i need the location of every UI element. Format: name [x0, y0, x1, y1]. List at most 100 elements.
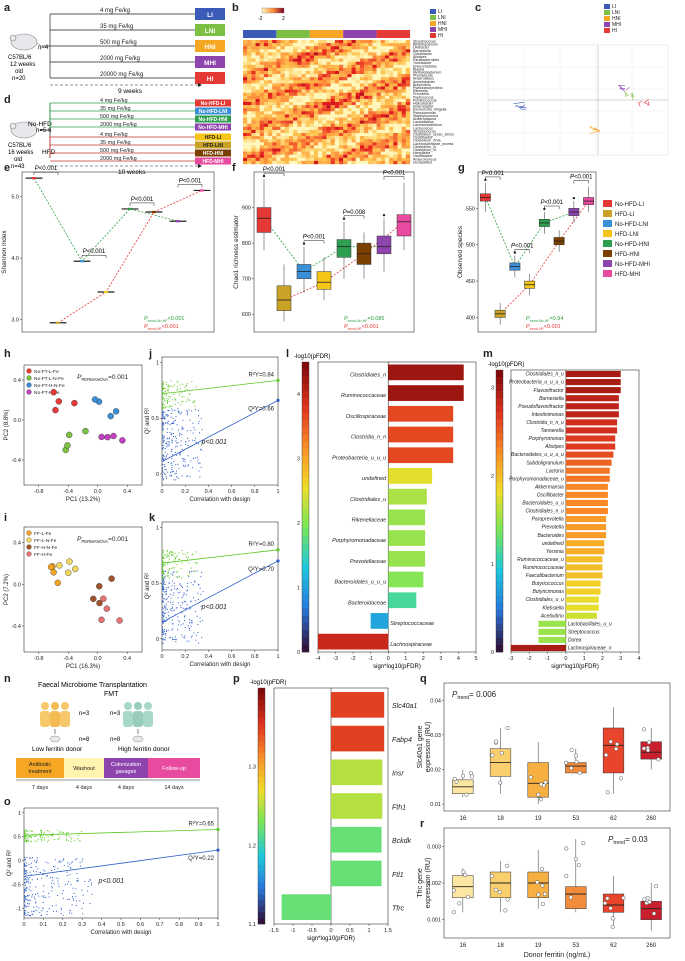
b-heat-cell: [305, 139, 310, 143]
panel-k-r2-perm: [162, 557, 164, 559]
panel-o-q2-perm: [41, 910, 43, 912]
panel-o-q2-perm: [24, 904, 26, 906]
panel-k-q2-perm: [162, 633, 164, 635]
b-heat-cell: [280, 95, 285, 100]
panel-l-colorbar-cell: [302, 572, 309, 580]
panel-l-colorbar-cell: [302, 528, 309, 537]
b-heat-cell: [397, 40, 402, 44]
b-heat-cell: [401, 139, 407, 143]
panel-o-q2-perm: [29, 866, 31, 868]
b-taxon-label: Turicibacter: [413, 61, 432, 65]
b-heat-cell: [301, 86, 306, 90]
panel-k-xtick-label: 0.6: [228, 654, 236, 660]
b-heat-cell: [347, 142, 352, 146]
b-heat-cell: [405, 83, 411, 87]
panel-f-pvalue-val: <0.001: [387, 171, 406, 177]
b-heat-cell: [393, 46, 398, 50]
panel-o-q2-perm: [24, 899, 26, 901]
panel-o-q2-perm: [42, 901, 44, 903]
panel-o-r2-perm: [25, 839, 27, 841]
b-heat-cell: [255, 43, 260, 47]
panel-q-ptrend-val: = 0.006: [469, 690, 496, 699]
b-heat-cell: [251, 40, 256, 44]
panel-j-q2-perm: [197, 443, 199, 445]
panel-k-q2-perm: [173, 571, 175, 573]
panel-h-sample-point: [91, 396, 99, 403]
panel-l-category-label: Rikenellaceae: [352, 518, 387, 524]
panel-o-q2-perm: [35, 901, 37, 903]
panel-k-q2-perm: [162, 599, 164, 601]
b-heat-cell: [397, 120, 402, 124]
panel-q-sample-point: [469, 771, 474, 776]
b-heat-cell: [255, 151, 260, 155]
panel-k-q2-perm: [163, 638, 165, 640]
b-heat-cell: [347, 151, 352, 155]
panel-j-q2-perm: [170, 433, 172, 435]
panel-j-q2-perm: [162, 416, 164, 418]
a-dose-label: 2000 mg Fe/kg: [100, 56, 140, 62]
panel-l-xtick-label: -4: [316, 656, 321, 662]
panel-o-q2-perm: [68, 863, 70, 865]
panel-k-r2-perm: [194, 562, 196, 564]
d-group-label: HFD-LI: [205, 135, 222, 141]
panel-o-q2-perm: [30, 874, 32, 876]
panel-o-q2-perm: [57, 883, 59, 885]
panel-k-q2-perm: [182, 636, 184, 638]
b-heat-cell: [243, 160, 248, 165]
b-heat-cell: [372, 123, 377, 127]
panel-p-colorbar-tick: 1.3: [248, 765, 256, 771]
panel-e-pvalue: P<0.001: [131, 197, 154, 203]
panel-l-colorbar-cell: [302, 630, 309, 638]
b-heat-cell: [301, 67, 306, 72]
b-heat-cell: [280, 117, 285, 121]
panel-j-r2-perm: [167, 385, 169, 387]
b-heat-cell: [351, 123, 356, 127]
b-heat-cell: [372, 114, 377, 118]
b-heat-cell: [364, 133, 369, 137]
panel-o-q2-perm: [81, 860, 83, 862]
b-heat-cell: [305, 154, 310, 158]
b-heat-cell: [368, 142, 373, 146]
panel-m-bar: [565, 548, 605, 555]
b-heat-cell: [276, 126, 281, 131]
panel-o-q2-perm: [69, 867, 71, 869]
b-heat-cell: [351, 133, 356, 137]
panel-m-colorbar-cell: [496, 384, 503, 392]
b-heat-cell: [243, 157, 248, 162]
panel-q-sample-point: [574, 753, 579, 758]
panel-p-colorbar-title: -log10(pFDR): [250, 680, 286, 686]
panel-o-q2-perm: [51, 886, 53, 888]
panel-j-q2-perm: [163, 437, 165, 439]
b-heat-cell: [247, 148, 252, 152]
panel-o-q2-perm: [31, 913, 33, 915]
b-heat-cell: [397, 145, 402, 149]
panel-q-ylabel1: Slc40a1 gene: [417, 725, 424, 768]
b-heat-cell: [347, 61, 352, 65]
b-heat-cell: [326, 61, 331, 65]
panel-o-q2-perm: [30, 890, 32, 892]
b-heat-cell: [280, 71, 285, 75]
b-heat-cell: [255, 108, 260, 112]
b-heat-cell: [372, 40, 377, 44]
b-heat-cell: [326, 58, 331, 62]
panel-o-r2-perm: [25, 840, 27, 842]
panel-m-xtick-label: 2: [601, 656, 604, 662]
b-heat-cell: [343, 151, 348, 155]
b-heat-cell: [322, 126, 327, 131]
b-heat-cell: [255, 61, 260, 65]
panel-q-ptrend-sub: trend: [457, 695, 469, 701]
panel-o-r2-perm: [41, 829, 43, 831]
b-heat-cell: [364, 64, 369, 69]
b-heat-cell: [313, 117, 319, 121]
b-heat-cell: [405, 71, 411, 75]
b-heat-cell: [393, 92, 398, 96]
b-heat-cell: [343, 126, 348, 131]
panel-j-q2-perm: [174, 409, 176, 411]
b-heat-cell: [347, 58, 352, 62]
panel-j-r2-perm: [162, 389, 164, 391]
n-phase-label: Colonization: [111, 762, 141, 768]
panel-m-category-label: Faecalibacterium: [526, 573, 564, 579]
b-heat-cell: [401, 40, 407, 44]
panel-o-r2-perm: [25, 829, 27, 831]
